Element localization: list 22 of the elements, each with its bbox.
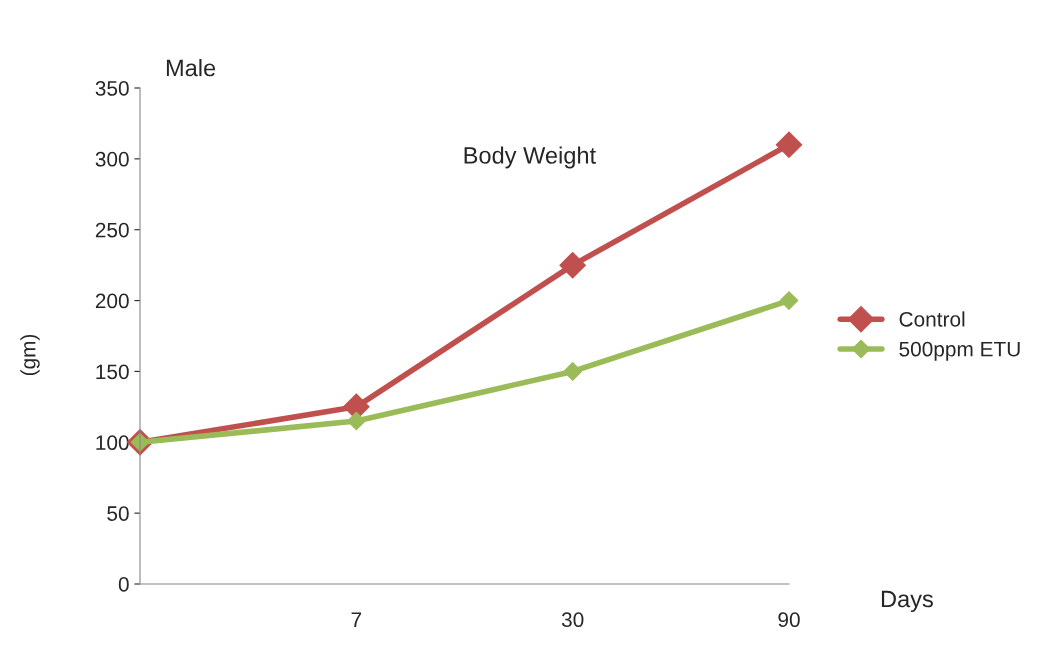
y-tick-label: 100 [96, 435, 129, 451]
point [559, 251, 586, 279]
x-tick-label: 7 [351, 612, 362, 627]
text: Body Weight [464, 146, 596, 169]
x-tick-label: 30 [561, 612, 584, 628]
y-tick-label: 0 [118, 577, 129, 592]
y-tick-label: 350 [95, 81, 129, 96]
x-tick-label: 90 [778, 612, 800, 628]
y-tick-label: 150 [96, 364, 129, 380]
x-axis-title: Days [881, 590, 933, 613]
y-tick-label: 300 [95, 151, 129, 167]
point [775, 131, 803, 158]
y-tick-label: 50 [107, 506, 129, 521]
legend-label: 500ppm ETU [899, 341, 1020, 361]
legend-label: Control [899, 311, 965, 327]
y-tick-label: 200 [95, 293, 129, 309]
text: Male [166, 59, 216, 77]
point [779, 291, 799, 310]
y-axis-title: (gm) [20, 334, 40, 376]
y-tick-label: 250 [95, 222, 129, 238]
point [346, 411, 366, 431]
point [563, 362, 583, 381]
